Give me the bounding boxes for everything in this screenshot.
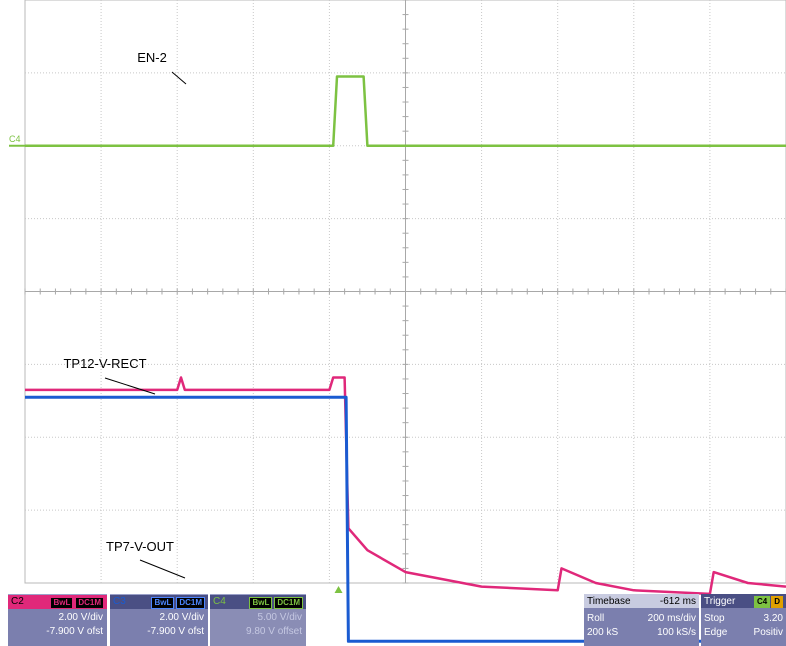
trigger-type: Edge <box>704 627 728 638</box>
trace-c3 <box>25 395 786 643</box>
trigger-label: Trigger <box>704 596 736 607</box>
channel-marker-c4: C4 <box>9 134 21 144</box>
coupling-tag: DC1M <box>176 597 205 609</box>
channel-offset: -7.900 V ofst <box>147 626 204 637</box>
channel-name: C3 <box>113 596 126 607</box>
channel-tags: BwL DC1M <box>50 597 104 609</box>
trigger-box[interactable]: Trigger C4 D Stop 3.20 Edge Positiv <box>701 594 786 646</box>
trigger-row: Stop 3.20 <box>704 613 783 624</box>
trigger-row: Edge Positiv <box>704 627 783 638</box>
channel-box-header: C4 BwL DC1M <box>210 595 306 609</box>
timebase-delay: -612 ms <box>659 596 696 607</box>
bw-limit-tag: BwL <box>151 597 175 609</box>
trigger-extra-tag: D <box>771 596 783 608</box>
annotation-leader <box>171 71 187 85</box>
timebase-label: Timebase <box>587 596 631 607</box>
annotation-leader <box>104 377 156 395</box>
timebase-box[interactable]: Timebase -612 ms Roll 200 ms/div 200 kS … <box>584 594 699 646</box>
timebase-row: Roll 200 ms/div <box>587 613 696 624</box>
sample-count: 200 kS <box>587 627 619 638</box>
trigger-position-marker <box>334 586 343 593</box>
channel-box-c4[interactable]: C4 BwL DC1M 5.00 V/div 9.80 V offset <box>210 594 306 646</box>
channel-tags: BwL DC1M <box>249 597 303 609</box>
channel-vdiv: 2.00 V/div <box>159 612 204 623</box>
time-per-div: 200 ms/div <box>647 613 696 624</box>
channel-name: C4 <box>213 596 226 607</box>
trigger-state: Stop <box>704 613 725 624</box>
channel-offset: 9.80 V offset <box>246 626 302 637</box>
channel-name: C2 <box>11 596 24 607</box>
sample-rate: 100 kS/s <box>657 627 696 638</box>
channel-offset: -7.900 V ofst <box>46 626 103 637</box>
channel-tags: BwL DC1M <box>151 597 205 609</box>
plot-grid <box>24 0 786 584</box>
timebase-row: 200 kS 100 kS/s <box>587 627 696 638</box>
channel-box-header: C3 BwL DC1M <box>110 595 208 609</box>
bw-limit-tag: BwL <box>50 597 74 609</box>
status-bar: C2 BwL DC1M 2.00 V/div -7.900 V ofst C3 … <box>0 594 786 646</box>
trigger-source-tag: C4 <box>753 596 771 608</box>
annotation-label: TP7-V-OUT <box>106 539 174 554</box>
annotation-label: EN-2 <box>137 50 167 65</box>
channel-box-c3[interactable]: C3 BwL DC1M 2.00 V/div -7.900 V ofst <box>110 594 208 646</box>
timebase-header: Timebase -612 ms <box>587 596 696 607</box>
trigger-header: Trigger C4 D <box>704 596 783 608</box>
trigger-slope: Positiv <box>753 627 783 638</box>
trigger-level: 3.20 <box>763 613 783 624</box>
channel-vdiv: 2.00 V/div <box>58 612 103 623</box>
acquisition-mode: Roll <box>587 613 605 624</box>
coupling-tag: DC1M <box>274 597 303 609</box>
annotation-label: TP12-V-RECT <box>63 356 146 371</box>
coupling-tag: DC1M <box>75 597 104 609</box>
plot-traces <box>25 75 786 643</box>
channel-box-c2[interactable]: C2 BwL DC1M 2.00 V/div -7.900 V ofst <box>8 594 107 646</box>
bw-limit-tag: BwL <box>249 597 273 609</box>
channel-vdiv: 5.00 V/div <box>257 612 302 623</box>
trace-c2 <box>25 376 786 596</box>
trace-c4 <box>25 75 786 148</box>
channel-box-header: C2 BwL DC1M <box>8 595 107 609</box>
annotation-leader <box>139 559 186 579</box>
